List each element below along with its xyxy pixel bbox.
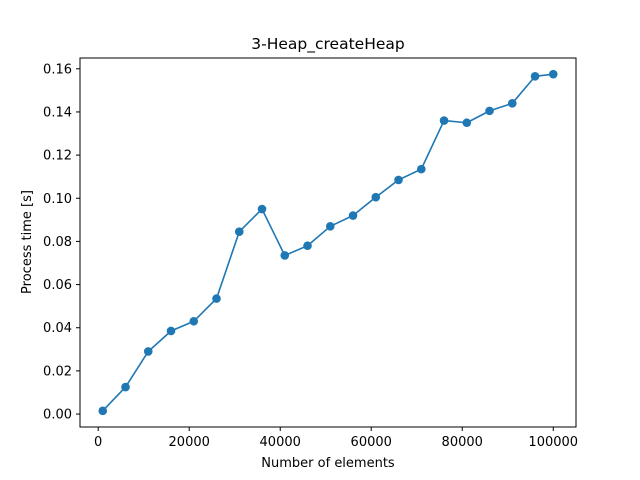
- plot-layer: [98, 69, 558, 416]
- y-tick-label: 0.06: [43, 278, 72, 293]
- y-tick-label: 0.02: [43, 364, 72, 379]
- y-tick-label: 0.04: [43, 321, 72, 336]
- x-tick-label: 0: [94, 435, 102, 450]
- data-point: [548, 69, 558, 79]
- x-axis: 0 20000 40000 60000 80000 100000: [94, 427, 578, 450]
- data-point: [189, 316, 199, 326]
- data-point: [394, 175, 403, 185]
- data-point: [530, 72, 540, 81]
- data-point: [325, 222, 335, 231]
- y-tick-label: 0.12: [43, 149, 72, 164]
- y-axis: 0.00 0.02 0.04 0.06 0.08 0.10 0.12 0.14 0.16: [43, 62, 80, 423]
- plot-frame: [79, 57, 577, 428]
- data-point: [371, 192, 381, 202]
- data-point: [98, 406, 108, 416]
- x-axis-label: Number of elements: [261, 456, 395, 471]
- data-point: [257, 204, 267, 214]
- data-point: [439, 116, 449, 125]
- x-tick-label: 80000: [442, 435, 483, 450]
- data-point: [280, 251, 290, 260]
- data-point: [348, 211, 358, 220]
- data-point: [234, 227, 244, 237]
- y-tick-label: 0.08: [43, 235, 72, 250]
- data-point: [166, 326, 176, 336]
- data-point: [462, 118, 472, 128]
- y-tick-label: 0.10: [43, 192, 72, 207]
- x-tick-label: 60000: [351, 435, 392, 450]
- x-tick-label: 100000: [528, 435, 578, 450]
- chart-title: 3-Heap_createHeap: [251, 35, 404, 54]
- data-point: [212, 294, 221, 303]
- data-point: [416, 164, 426, 174]
- x-tick-label: 20000: [169, 435, 210, 450]
- data-point: [303, 241, 312, 251]
- data-point: [121, 382, 130, 392]
- y-tick-label: 0.14: [43, 105, 72, 120]
- data-point: [143, 347, 153, 356]
- data-point: [485, 106, 494, 116]
- y-tick-label: 0.16: [43, 62, 72, 77]
- x-tick-label: 40000: [260, 435, 301, 450]
- y-tick-label: 0.00: [43, 408, 72, 423]
- y-axis-label: Process time [s]: [20, 190, 35, 294]
- data-point: [507, 99, 517, 108]
